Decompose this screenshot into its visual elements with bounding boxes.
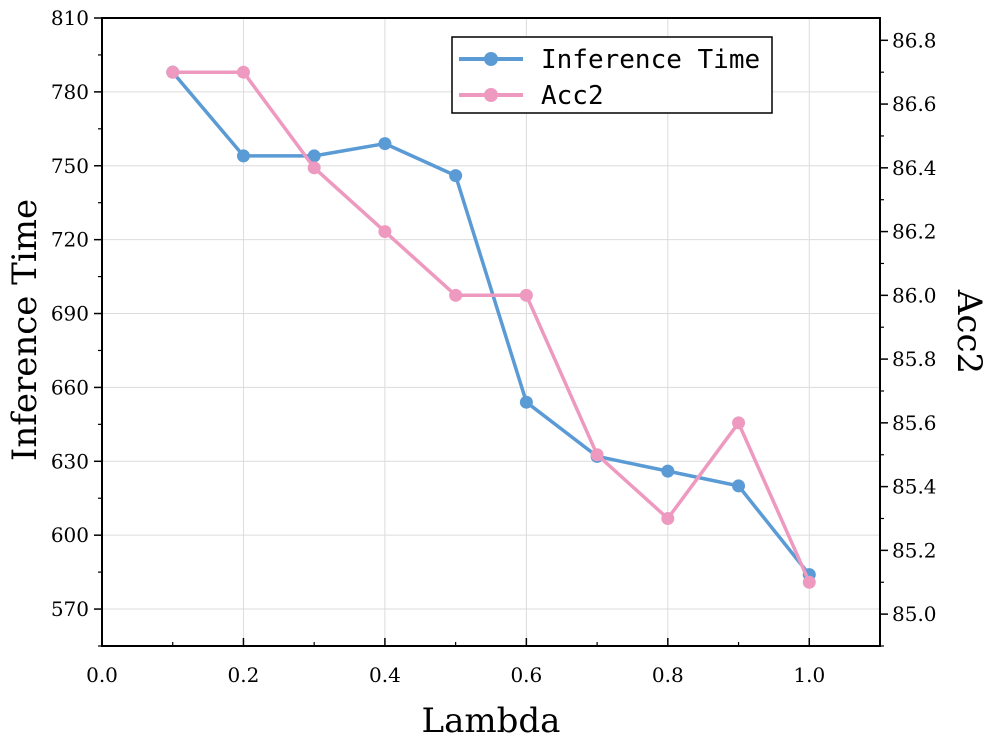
x-tick-label: 0.4	[369, 663, 401, 687]
y-left-tick-label: 720	[51, 228, 89, 252]
legend-marker-inference-time	[484, 52, 498, 66]
data-point-acc2	[661, 511, 675, 525]
data-point-acc2	[802, 575, 816, 589]
y-left-tick-label: 810	[51, 6, 89, 30]
y-left-tick-label: 660	[51, 375, 89, 399]
x-axis-title: Lambda	[422, 701, 561, 740]
x-tick-label: 0.8	[652, 663, 684, 687]
legend-label-acc2: Acc2	[541, 81, 604, 111]
y-left-tick-label: 690	[51, 302, 89, 326]
y-right-tick-label: 85.2	[892, 538, 937, 562]
axis-ticks: 0.0 0.2 0.4 0.6 0.8 1.0 570 600 630 660 690 720 750 7…	[51, 6, 937, 687]
data-point-acc2	[166, 65, 180, 79]
series-line-inference-time	[171, 71, 811, 576]
y-right-tick-label: 85.8	[892, 347, 937, 371]
series-layer	[166, 65, 816, 589]
y-left-tick-label: 630	[51, 449, 89, 473]
y-left-tick-label: 570	[51, 597, 89, 621]
x-tick-label: 0.6	[510, 663, 542, 687]
y-left-tick-label: 780	[51, 80, 89, 104]
x-tick-label: 0.2	[228, 663, 260, 687]
y-axis-left-title: Inference Time	[5, 199, 45, 461]
data-point-inference-time	[661, 464, 675, 478]
data-point-acc2	[449, 288, 463, 302]
y-right-tick-label: 86.0	[892, 283, 937, 307]
data-point-acc2	[590, 448, 604, 462]
data-point-acc2	[378, 225, 392, 239]
data-point-inference-time	[449, 169, 463, 183]
legend-box	[451, 36, 773, 114]
y-axis-right-title: Acc2	[949, 289, 989, 374]
y-right-tick-label: 86.8	[892, 28, 937, 52]
y-right-tick-label: 86.6	[892, 92, 937, 116]
y-right-tick-label: 85.4	[892, 475, 937, 499]
y-left-tick-label: 750	[51, 154, 89, 178]
data-point-inference-time	[307, 149, 321, 163]
y-right-tick-label: 86.4	[892, 156, 937, 180]
data-point-acc2	[307, 161, 321, 175]
y-left-tick-label: 600	[51, 523, 89, 547]
plot-frame	[101, 17, 881, 647]
data-point-inference-time	[236, 149, 250, 163]
series-line-acc2	[172, 70, 811, 583]
x-tick-label: 1.0	[793, 663, 825, 687]
y-right-tick-label: 85.0	[892, 602, 937, 626]
legend-label-inference-time: Inference Time	[541, 45, 760, 75]
data-point-inference-time	[378, 137, 392, 151]
data-point-acc2	[732, 416, 746, 430]
data-point-inference-time	[732, 479, 746, 493]
data-point-acc2	[236, 65, 250, 79]
data-point-inference-time	[519, 395, 533, 409]
legend-entry-acc2: Acc2	[459, 81, 604, 111]
legend-marker-acc2	[484, 88, 498, 102]
data-point-acc2	[519, 288, 533, 302]
x-tick-label: 0.0	[86, 663, 118, 687]
y-right-tick-label: 86.2	[892, 220, 937, 244]
y-right-tick-label: 85.6	[892, 411, 937, 435]
legend: Inference Time Acc2	[451, 36, 773, 114]
legend-entry-inference-time: Inference Time	[459, 45, 760, 75]
